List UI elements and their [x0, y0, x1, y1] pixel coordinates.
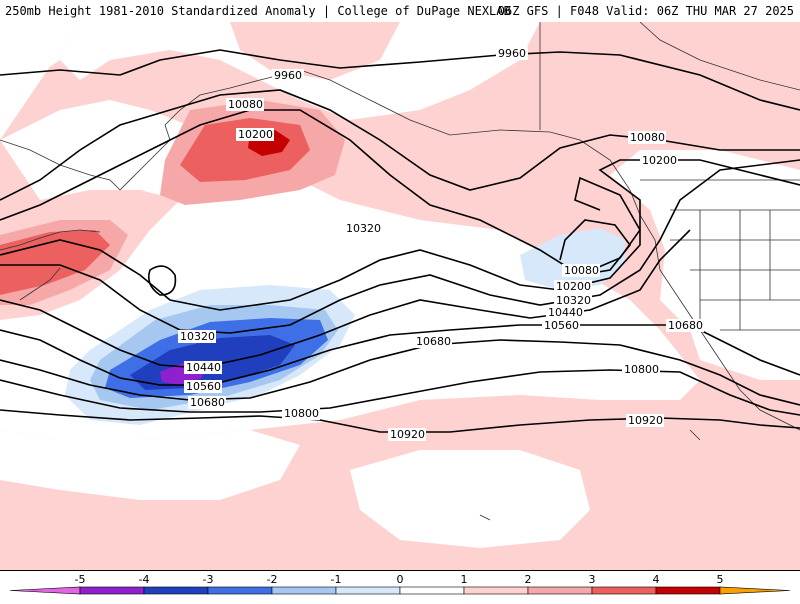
contour-label: 9960	[498, 47, 526, 60]
contour-label: 10080	[564, 264, 599, 277]
contour-label: 9960	[274, 69, 302, 82]
colorbar-tick: 5	[717, 573, 724, 586]
contour-label: 10560	[544, 319, 579, 332]
map-title: 250mb Height 1981-2010 Standardized Anom…	[5, 4, 511, 18]
anomaly-map: 9960 9960 10080 10080 10080 10200 10200 …	[0, 22, 800, 571]
height-contours	[0, 49, 800, 433]
contour-label: 10920	[390, 428, 425, 441]
colorbar-bin	[463, 586, 529, 595]
contour-label: 10680	[416, 335, 451, 348]
strong-positive-anomalies	[0, 100, 345, 305]
colorbar-bins	[9, 586, 791, 595]
contour-label: 10920	[628, 414, 663, 427]
colorbar-bin	[399, 586, 465, 595]
colorbar-bin	[591, 586, 657, 595]
contour-label: 10320	[556, 294, 591, 307]
map-header: 250mb Height 1981-2010 Standardized Anom…	[0, 0, 800, 23]
contour-label: 10680	[190, 396, 225, 409]
colorbar-legend: -5 -4 -3 -2 -1 0 1 2 3 4 5	[0, 572, 800, 600]
contour-label: 10080	[630, 131, 665, 144]
contour-label: 10320	[180, 330, 215, 343]
contour-label: 10560	[186, 380, 221, 393]
model-run-info: 06Z GFS | F048 Valid: 06Z THU MAR 27 202…	[497, 4, 794, 18]
colorbar-tick: 0	[397, 573, 404, 586]
colorbar-bin	[207, 586, 273, 595]
colorbar-tick: -5	[75, 573, 86, 586]
colorbar-bin	[655, 586, 721, 595]
negative-anomaly-shading	[65, 228, 625, 425]
contour-label: 10320	[346, 222, 381, 235]
colorbar-tick: -1	[331, 573, 342, 586]
colorbar-tick: 1	[461, 573, 468, 586]
contour-label: 10800	[624, 363, 659, 376]
coastlines	[0, 22, 800, 521]
colorbar-tick: -3	[203, 573, 214, 586]
colorbar-tick: 3	[589, 573, 596, 586]
colorbar-bin-above-max	[719, 586, 791, 595]
contour-label: 10200	[238, 128, 273, 141]
contour-label: 10800	[284, 407, 319, 420]
colorbar-bin	[271, 586, 337, 595]
colorbar-tick: 4	[653, 573, 660, 586]
colorbar-bin	[143, 586, 209, 595]
contour-label: 10200	[556, 280, 591, 293]
colorbar-bin	[335, 586, 401, 595]
colorbar-bin-below-min	[9, 586, 81, 595]
colorbar-bin	[79, 586, 145, 595]
contour-label: 10440	[548, 306, 583, 319]
contour-label: 10680	[668, 319, 703, 332]
colorbar-tick-labels: -5 -4 -3 -2 -1 0 1 2 3 4 5	[75, 573, 724, 586]
colorbar-tick: 2	[525, 573, 532, 586]
contour-label: 10080	[228, 98, 263, 111]
contour-labels: 9960 9960 10080 10080 10080 10200 10200 …	[178, 47, 704, 441]
colorbar-bin	[527, 586, 593, 595]
colorbar-tick: -4	[139, 573, 150, 586]
contour-label: 10440	[186, 361, 221, 374]
colorbar-tick: -2	[267, 573, 278, 586]
contour-label: 10200	[642, 154, 677, 167]
